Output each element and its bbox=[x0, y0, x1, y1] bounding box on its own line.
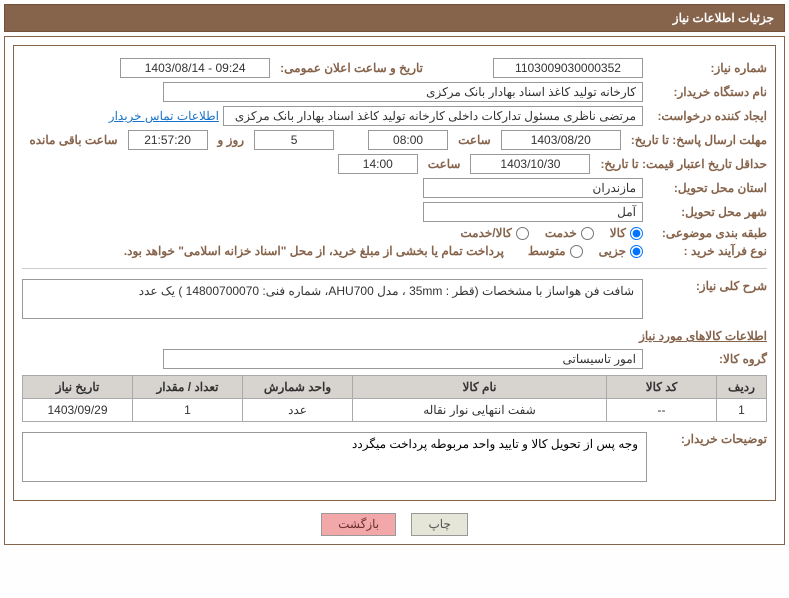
radio-service-label: خدمت bbox=[545, 226, 577, 240]
province-value: مازندران bbox=[423, 178, 643, 198]
group-label: گروه کالا: bbox=[647, 352, 767, 366]
buyer-contact-link[interactable]: اطلاعات تماس خریدار bbox=[109, 109, 219, 123]
td-unit: عدد bbox=[243, 399, 353, 422]
td-need-date: 1403/09/29 bbox=[23, 399, 133, 422]
notes-value: وجه پس از تحویل کالا و تایید واحد مربوطه… bbox=[22, 432, 647, 482]
desc-value: شافت فن هواساز با مشخصات (قطر : 35mm ، م… bbox=[22, 279, 643, 319]
radio-medium[interactable]: متوسط bbox=[528, 244, 583, 258]
deadline-time: 08:00 bbox=[368, 130, 448, 150]
category-radio-group: کالا خدمت کالا/خدمت bbox=[460, 226, 643, 240]
page-title: جزئیات اطلاعات نیاز bbox=[673, 11, 774, 25]
buyer-label: نام دستگاه خریدار: bbox=[647, 85, 767, 99]
radio-goods[interactable]: کالا bbox=[610, 226, 643, 240]
notes-label: توضیحات خریدار: bbox=[647, 432, 767, 446]
radio-medium-label: متوسط bbox=[528, 244, 566, 258]
countdown-value: 21:57:20 bbox=[128, 130, 208, 150]
row-need-number: شماره نیاز: 1103009030000352 تاریخ و ساع… bbox=[22, 58, 767, 78]
requester-value: مرتضی ناظری مسئول تدارکات داخلی کارخانه … bbox=[223, 106, 643, 126]
process-note: پرداخت تمام یا بخشی از مبلغ خرید، از محل… bbox=[124, 244, 504, 258]
table-header-row: ردیف کد کالا نام کالا واحد شمارش تعداد /… bbox=[23, 376, 767, 399]
row-requester: ایجاد کننده درخواست: مرتضی ناظری مسئول ت… bbox=[22, 106, 767, 126]
td-name: شفت انتهایی نوار نقاله bbox=[353, 399, 607, 422]
th-qty: تعداد / مقدار bbox=[133, 376, 243, 399]
page-header: جزئیات اطلاعات نیاز bbox=[4, 4, 785, 32]
deadline-label: مهلت ارسال پاسخ: تا تاریخ: bbox=[625, 133, 767, 147]
process-label: نوع فرآیند خرید : bbox=[647, 244, 767, 258]
requester-label: ایجاد کننده درخواست: bbox=[647, 109, 767, 123]
desc-label: شرح کلی نیاز: bbox=[647, 279, 767, 293]
radio-goods-input[interactable] bbox=[630, 227, 643, 240]
group-value: امور تاسیساتی bbox=[163, 349, 643, 369]
row-process: نوع فرآیند خرید : جزیی متوسط پرداخت تمام… bbox=[22, 244, 767, 258]
divider-1 bbox=[22, 268, 767, 269]
row-group: گروه کالا: امور تاسیساتی bbox=[22, 349, 767, 369]
city-value: آمل bbox=[423, 202, 643, 222]
td-row: 1 bbox=[717, 399, 767, 422]
radio-both-input[interactable] bbox=[516, 227, 529, 240]
announce-label: تاریخ و ساعت اعلان عمومی: bbox=[274, 61, 429, 75]
time-label-1: ساعت bbox=[452, 133, 497, 147]
validity-time: 14:00 bbox=[338, 154, 418, 174]
radio-goods-label: کالا bbox=[610, 226, 626, 240]
items-table: ردیف کد کالا نام کالا واحد شمارش تعداد /… bbox=[22, 375, 767, 422]
radio-partial-input[interactable] bbox=[630, 245, 643, 258]
province-label: استان محل تحویل: bbox=[647, 181, 767, 195]
back-button[interactable]: بازگشت bbox=[321, 513, 396, 536]
th-need-date: تاریخ نیاز bbox=[23, 376, 133, 399]
time-label-2: ساعت bbox=[422, 157, 467, 171]
days-label: روز و bbox=[212, 133, 251, 147]
button-row: چاپ بازگشت bbox=[13, 513, 776, 536]
th-name: نام کالا bbox=[353, 376, 607, 399]
city-label: شهر محل تحویل: bbox=[647, 205, 767, 219]
process-radio-group: جزیی متوسط bbox=[528, 244, 643, 258]
buyer-value: کارخانه تولید کاغذ اسناد بهادار بانک مرک… bbox=[163, 82, 643, 102]
validity-date: 1403/10/30 bbox=[470, 154, 590, 174]
outer-container: شماره نیاز: 1103009030000352 تاریخ و ساع… bbox=[4, 36, 785, 545]
row-deadline: مهلت ارسال پاسخ: تا تاریخ: 1403/08/20 سا… bbox=[22, 130, 767, 150]
row-buyer: نام دستگاه خریدار: کارخانه تولید کاغذ اس… bbox=[22, 82, 767, 102]
table-body: 1 -- شفت انتهایی نوار نقاله عدد 1 1403/0… bbox=[23, 399, 767, 422]
inner-container: شماره نیاز: 1103009030000352 تاریخ و ساع… bbox=[13, 45, 776, 501]
need-number-value: 1103009030000352 bbox=[493, 58, 643, 78]
row-category: طبقه بندی موضوعی: کالا خدمت کالا/خدمت bbox=[22, 226, 767, 240]
radio-service-input[interactable] bbox=[581, 227, 594, 240]
validity-label: حداقل تاریخ اعتبار قیمت: تا تاریخ: bbox=[594, 157, 767, 171]
deadline-date: 1403/08/20 bbox=[501, 130, 621, 150]
row-city: شهر محل تحویل: آمل bbox=[22, 202, 767, 222]
radio-partial[interactable]: جزیی bbox=[599, 244, 643, 258]
th-unit: واحد شمارش bbox=[243, 376, 353, 399]
th-row: ردیف bbox=[717, 376, 767, 399]
row-description: شرح کلی نیاز: شافت فن هواساز با مشخصات (… bbox=[22, 279, 767, 319]
items-section-title: اطلاعات کالاهای مورد نیاز bbox=[22, 329, 767, 343]
radio-service[interactable]: خدمت bbox=[545, 226, 594, 240]
table-row: 1 -- شفت انتهایی نوار نقاله عدد 1 1403/0… bbox=[23, 399, 767, 422]
category-label: طبقه بندی موضوعی: bbox=[647, 226, 767, 240]
remain-label: ساعت باقی مانده bbox=[23, 133, 123, 147]
print-button[interactable]: چاپ bbox=[411, 513, 467, 536]
radio-both[interactable]: کالا/خدمت bbox=[460, 226, 528, 240]
th-code: کد کالا bbox=[607, 376, 717, 399]
table-head: ردیف کد کالا نام کالا واحد شمارش تعداد /… bbox=[23, 376, 767, 399]
td-qty: 1 bbox=[133, 399, 243, 422]
row-province: استان محل تحویل: مازندران bbox=[22, 178, 767, 198]
radio-medium-input[interactable] bbox=[570, 245, 583, 258]
radio-partial-label: جزیی bbox=[599, 244, 626, 258]
announce-value: 1403/08/14 - 09:24 bbox=[120, 58, 270, 78]
row-validity: حداقل تاریخ اعتبار قیمت: تا تاریخ: 1403/… bbox=[22, 154, 767, 174]
td-code: -- bbox=[607, 399, 717, 422]
row-notes: توضیحات خریدار: وجه پس از تحویل کالا و ت… bbox=[22, 432, 767, 482]
days-value: 5 bbox=[254, 130, 334, 150]
radio-both-label: کالا/خدمت bbox=[460, 226, 511, 240]
need-number-label: شماره نیاز: bbox=[647, 61, 767, 75]
